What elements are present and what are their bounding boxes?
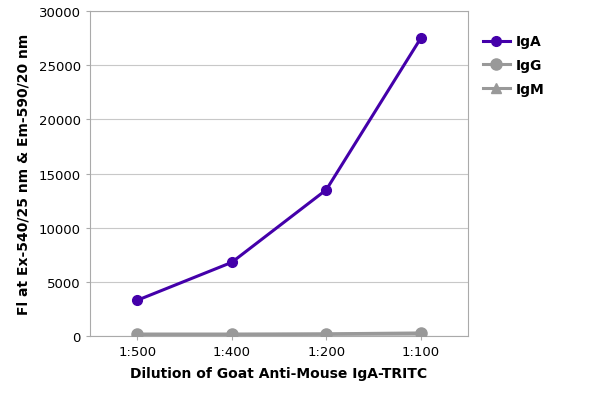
IgM: [323, 332, 330, 337]
IgA: [323, 188, 330, 193]
Line: IgG: IgG: [131, 328, 427, 340]
Legend: IgA, IgG, IgM: IgA, IgG, IgM: [482, 35, 545, 96]
Y-axis label: Fl at Ex-540/25 nm & Em-590/20 nm: Fl at Ex-540/25 nm & Em-590/20 nm: [17, 34, 31, 314]
IgG: [323, 332, 330, 337]
IgM: [134, 333, 141, 337]
IgG: [417, 331, 424, 336]
IgA: [417, 37, 424, 42]
IgA: [134, 298, 141, 303]
IgM: [228, 333, 235, 337]
IgG: [134, 332, 141, 337]
X-axis label: Dilution of Goat Anti-Mouse IgA-TRITC: Dilution of Goat Anti-Mouse IgA-TRITC: [130, 367, 428, 380]
IgA: [228, 260, 235, 265]
IgM: [417, 332, 424, 337]
Line: IgA: IgA: [133, 34, 425, 305]
Line: IgM: IgM: [133, 329, 425, 340]
IgG: [228, 332, 235, 337]
